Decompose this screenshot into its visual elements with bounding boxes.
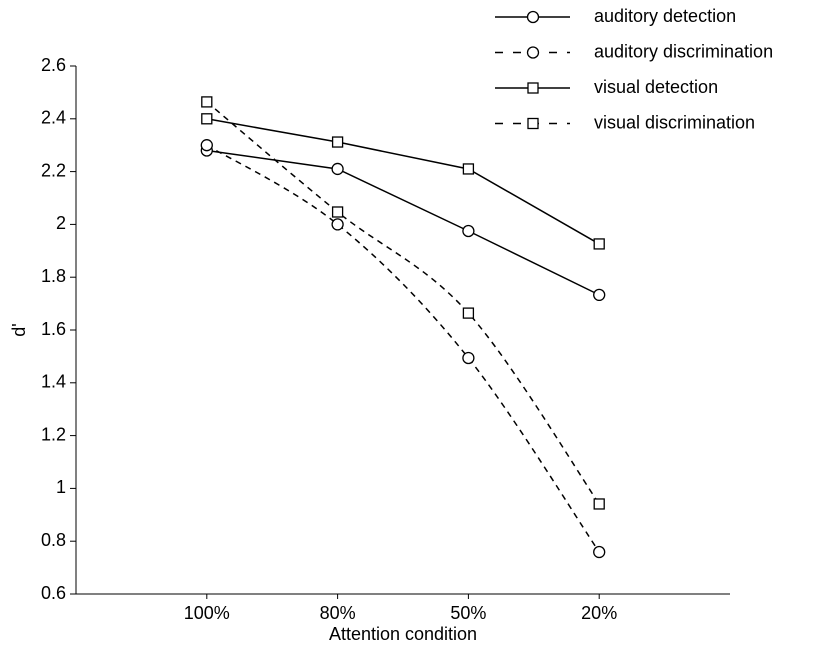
legend-marker xyxy=(527,82,539,94)
y-axis-label: d' xyxy=(9,323,29,336)
marker xyxy=(462,351,475,365)
y-tick-label: 0.6 xyxy=(41,583,66,603)
y-tick-label: 1.4 xyxy=(41,372,66,392)
series-line xyxy=(206,118,600,245)
legend-label: visual detection xyxy=(594,77,718,97)
x-tick-label: 100% xyxy=(184,603,230,623)
marker xyxy=(201,96,213,108)
x-tick-label: 20% xyxy=(581,603,617,623)
y-tick-label: 2.4 xyxy=(41,108,66,128)
legend-label: visual discrimination xyxy=(594,112,755,132)
series-line xyxy=(206,149,600,296)
series-line xyxy=(206,144,600,553)
marker xyxy=(201,113,213,125)
series-line xyxy=(206,101,600,505)
marker xyxy=(593,238,605,250)
legend-marker xyxy=(526,10,540,24)
marker xyxy=(593,288,606,302)
legend-marker xyxy=(527,117,539,130)
marker xyxy=(462,224,475,238)
marker xyxy=(462,163,475,175)
x-tick-label: 80% xyxy=(320,603,356,623)
y-tick-label: 2 xyxy=(56,213,66,233)
legend-label: auditory detection xyxy=(594,6,736,26)
marker xyxy=(331,136,344,148)
marker xyxy=(331,206,344,218)
marker xyxy=(593,498,605,510)
legend-marker xyxy=(526,46,540,59)
y-tick-label: 1.2 xyxy=(41,424,66,444)
y-tick-label: 0.8 xyxy=(41,530,66,550)
y-tick-label: 1 xyxy=(56,477,66,497)
marker xyxy=(200,139,213,152)
marker xyxy=(462,307,475,319)
marker xyxy=(331,218,344,231)
y-tick-label: 1.8 xyxy=(41,266,66,286)
marker xyxy=(331,162,344,176)
y-tick-label: 2.6 xyxy=(41,55,66,75)
y-tick-label: 1.6 xyxy=(41,319,66,339)
x-axis-label: Attention condition xyxy=(329,624,477,644)
legend-label: auditory discrimination xyxy=(594,41,773,61)
marker xyxy=(593,545,606,559)
y-tick-label: 2.2 xyxy=(41,160,66,180)
x-tick-label: 50% xyxy=(450,603,486,623)
